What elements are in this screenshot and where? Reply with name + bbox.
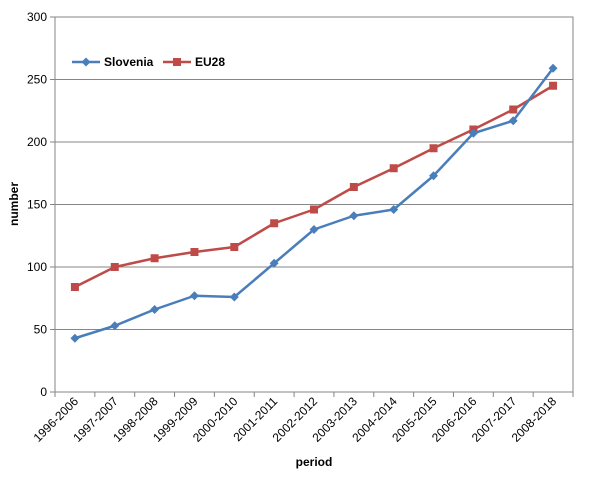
data-point [189,291,199,301]
gridlines [50,16,574,397]
data-point [310,205,318,214]
data-point [150,254,159,263]
series-group [70,63,558,343]
series-slovenia [70,63,558,343]
data-point [389,164,398,173]
data-point [229,292,239,302]
y-tick-label: 50 [34,323,48,337]
data-point [309,225,319,234]
y-tick-label: 150 [27,198,47,212]
data-point [190,248,199,256]
data-point [389,205,399,214]
y-tick-label: 0 [40,385,47,399]
data-point [230,243,239,251]
data-point [270,219,279,228]
y-tick-label: 250 [27,73,47,87]
data-point [508,116,518,126]
y-tick-label: 300 [27,10,47,24]
data-point [549,81,558,90]
data-point [548,63,558,73]
data-point [468,128,478,138]
data-point [70,333,80,343]
legend-label: EU28 [195,55,225,69]
data-point [269,258,279,268]
legend: Slovenia EU28 [72,55,225,69]
data-point [429,144,438,153]
y-tick-label: 200 [27,135,47,149]
legend-item: EU28 [163,55,225,69]
y-axis-title: number [7,182,21,226]
y-axis-tick-labels: 0 50 100 150 200 250 300 [27,10,47,399]
data-point [349,183,358,191]
legend-marker [81,57,91,67]
data-point [349,211,359,221]
data-point [150,305,160,314]
data-point [509,105,518,114]
legend-item: Slovenia [72,55,154,69]
data-point [70,283,79,291]
y-tick-label: 100 [27,260,47,274]
legend-marker [173,58,181,66]
legend-label: Slovenia [104,55,154,69]
data-point [429,171,439,181]
x-axis-tick-labels: 1996-20061997-20071998-20081999-20092000… [31,394,560,445]
x-axis-title: period [296,455,333,469]
data-point [110,321,120,331]
data-point [110,263,119,271]
